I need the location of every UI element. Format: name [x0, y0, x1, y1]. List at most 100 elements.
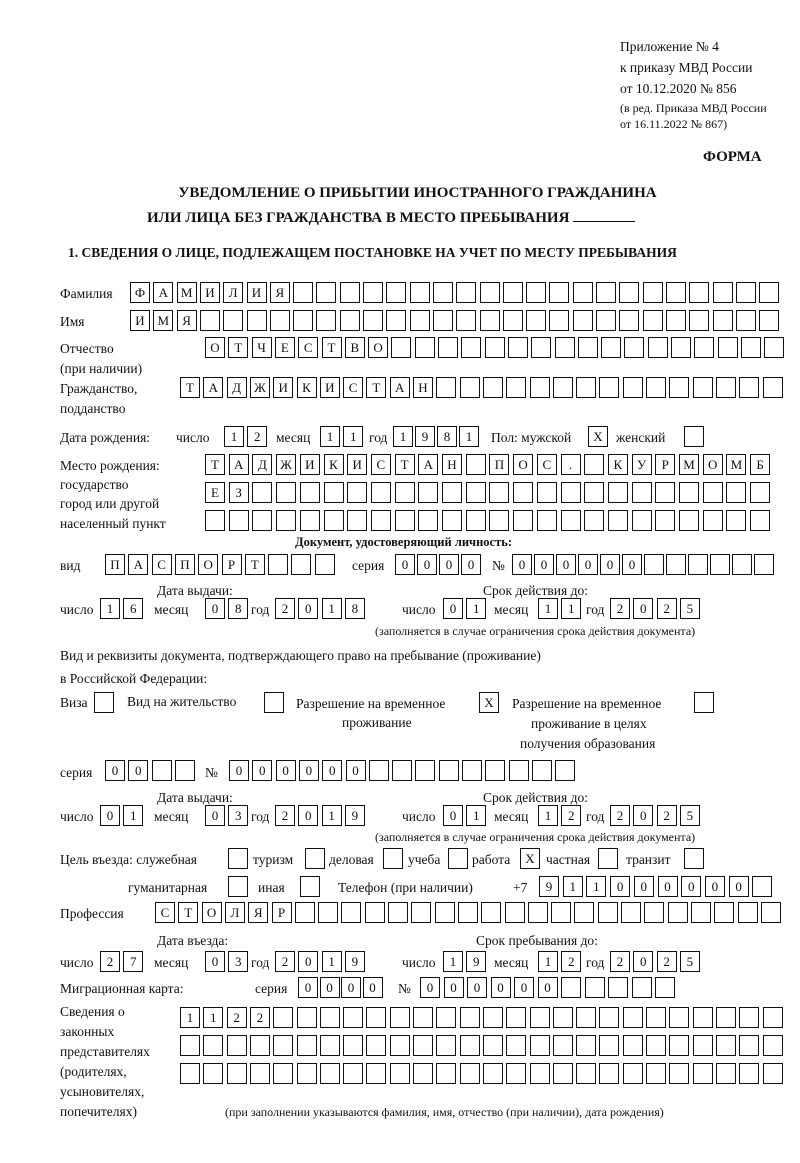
char-box[interactable]: 0	[252, 760, 273, 781]
char-box[interactable]	[584, 482, 605, 503]
char-box[interactable]	[631, 482, 652, 503]
char-box[interactable]: А	[203, 377, 224, 398]
char-box[interactable]	[506, 377, 527, 398]
char-box[interactable]	[319, 1063, 340, 1084]
char-box[interactable]	[549, 282, 570, 303]
char-box[interactable]: 1	[586, 876, 607, 897]
char-box[interactable]: 0	[298, 598, 319, 619]
char-box[interactable]: 2	[656, 951, 677, 972]
char-box[interactable]	[694, 337, 715, 358]
char-box[interactable]	[508, 760, 529, 781]
char-box[interactable]	[180, 1063, 200, 1084]
char-box[interactable]	[199, 310, 220, 331]
char-box[interactable]	[436, 1007, 457, 1028]
char-box[interactable]: 1	[224, 426, 244, 447]
char-box[interactable]: 1	[180, 1007, 200, 1028]
char-box[interactable]: 2	[275, 951, 295, 972]
char-box[interactable]: 0	[105, 760, 125, 781]
char-box[interactable]	[484, 337, 505, 358]
char-box[interactable]: 1	[538, 598, 558, 619]
char-box[interactable]: 2	[610, 951, 630, 972]
char-box[interactable]	[294, 902, 315, 923]
char-box[interactable]	[316, 282, 337, 303]
char-box[interactable]: 0	[205, 951, 225, 972]
char-box[interactable]	[552, 377, 573, 398]
char-box[interactable]: 0	[341, 977, 361, 998]
char-box[interactable]	[669, 1007, 690, 1028]
char-box[interactable]: А	[228, 454, 249, 475]
char-box[interactable]	[418, 482, 439, 503]
char-box[interactable]: 5	[679, 951, 700, 972]
char-box[interactable]	[576, 1035, 597, 1056]
char-box[interactable]	[386, 310, 407, 331]
char-box[interactable]	[180, 1035, 200, 1056]
char-box[interactable]	[726, 482, 747, 503]
char-box[interactable]: 0	[298, 760, 319, 781]
char-box[interactable]	[599, 377, 620, 398]
char-box[interactable]: 0	[443, 805, 463, 826]
char-box[interactable]: С	[343, 377, 364, 398]
char-box[interactable]: 0	[298, 805, 319, 826]
char-box[interactable]	[529, 1007, 550, 1028]
char-box[interactable]	[438, 760, 459, 781]
char-box[interactable]: Н	[413, 377, 433, 398]
char-box[interactable]: 0	[128, 760, 149, 781]
char-box[interactable]	[760, 902, 781, 923]
char-box[interactable]	[712, 310, 733, 331]
char-box[interactable]	[689, 310, 710, 331]
char-box[interactable]: И	[299, 454, 320, 475]
char-box[interactable]	[608, 977, 628, 998]
char-box[interactable]: 2	[656, 598, 677, 619]
char-box[interactable]	[343, 1035, 364, 1056]
char-box[interactable]	[732, 554, 752, 575]
char-box[interactable]: 0	[728, 876, 749, 897]
char-box[interactable]	[418, 510, 439, 531]
char-box[interactable]	[479, 282, 500, 303]
char-box[interactable]	[459, 1063, 480, 1084]
char-box[interactable]: И	[130, 310, 150, 331]
char-box[interactable]: 0	[633, 805, 654, 826]
char-box[interactable]	[665, 310, 686, 331]
char-box[interactable]: 2	[561, 951, 582, 972]
char-box[interactable]: 1	[320, 426, 340, 447]
char-box[interactable]	[561, 977, 581, 998]
char-box[interactable]: Т	[321, 337, 342, 358]
char-box[interactable]: 0	[514, 977, 534, 998]
char-box[interactable]	[273, 1035, 294, 1056]
char-box[interactable]: 0	[439, 554, 459, 575]
char-box[interactable]: Е	[274, 337, 295, 358]
char-box[interactable]	[555, 760, 576, 781]
char-box[interactable]	[646, 1063, 666, 1084]
char-box[interactable]	[666, 554, 686, 575]
char-box[interactable]: 9	[466, 951, 487, 972]
char-box[interactable]: И	[319, 377, 340, 398]
char-box[interactable]: 2	[249, 1007, 270, 1028]
char-box[interactable]: 2	[275, 598, 295, 619]
char-box[interactable]	[646, 1007, 666, 1028]
char-box[interactable]	[347, 482, 368, 503]
char-box[interactable]	[598, 848, 618, 869]
char-box[interactable]	[504, 902, 525, 923]
char-box[interactable]	[715, 1063, 736, 1084]
char-box[interactable]: 0	[298, 977, 318, 998]
char-box[interactable]	[323, 510, 344, 531]
char-box[interactable]	[432, 310, 453, 331]
char-box[interactable]: 0	[578, 554, 598, 575]
char-box[interactable]: Я	[269, 282, 290, 303]
char-box[interactable]	[619, 310, 640, 331]
char-box[interactable]: П	[174, 554, 195, 575]
char-box[interactable]	[754, 554, 774, 575]
char-box[interactable]	[584, 510, 605, 531]
char-box[interactable]: Б	[750, 454, 771, 475]
char-box[interactable]	[644, 902, 665, 923]
char-box[interactable]: О	[513, 454, 534, 475]
char-box[interactable]	[436, 377, 457, 398]
char-box[interactable]	[513, 482, 534, 503]
char-box[interactable]: З	[228, 482, 249, 503]
char-box[interactable]	[203, 1035, 224, 1056]
char-box[interactable]	[684, 848, 704, 869]
char-box[interactable]: Ч	[251, 337, 272, 358]
char-box[interactable]	[293, 282, 314, 303]
char-box[interactable]	[554, 337, 575, 358]
char-box[interactable]: И	[199, 282, 220, 303]
